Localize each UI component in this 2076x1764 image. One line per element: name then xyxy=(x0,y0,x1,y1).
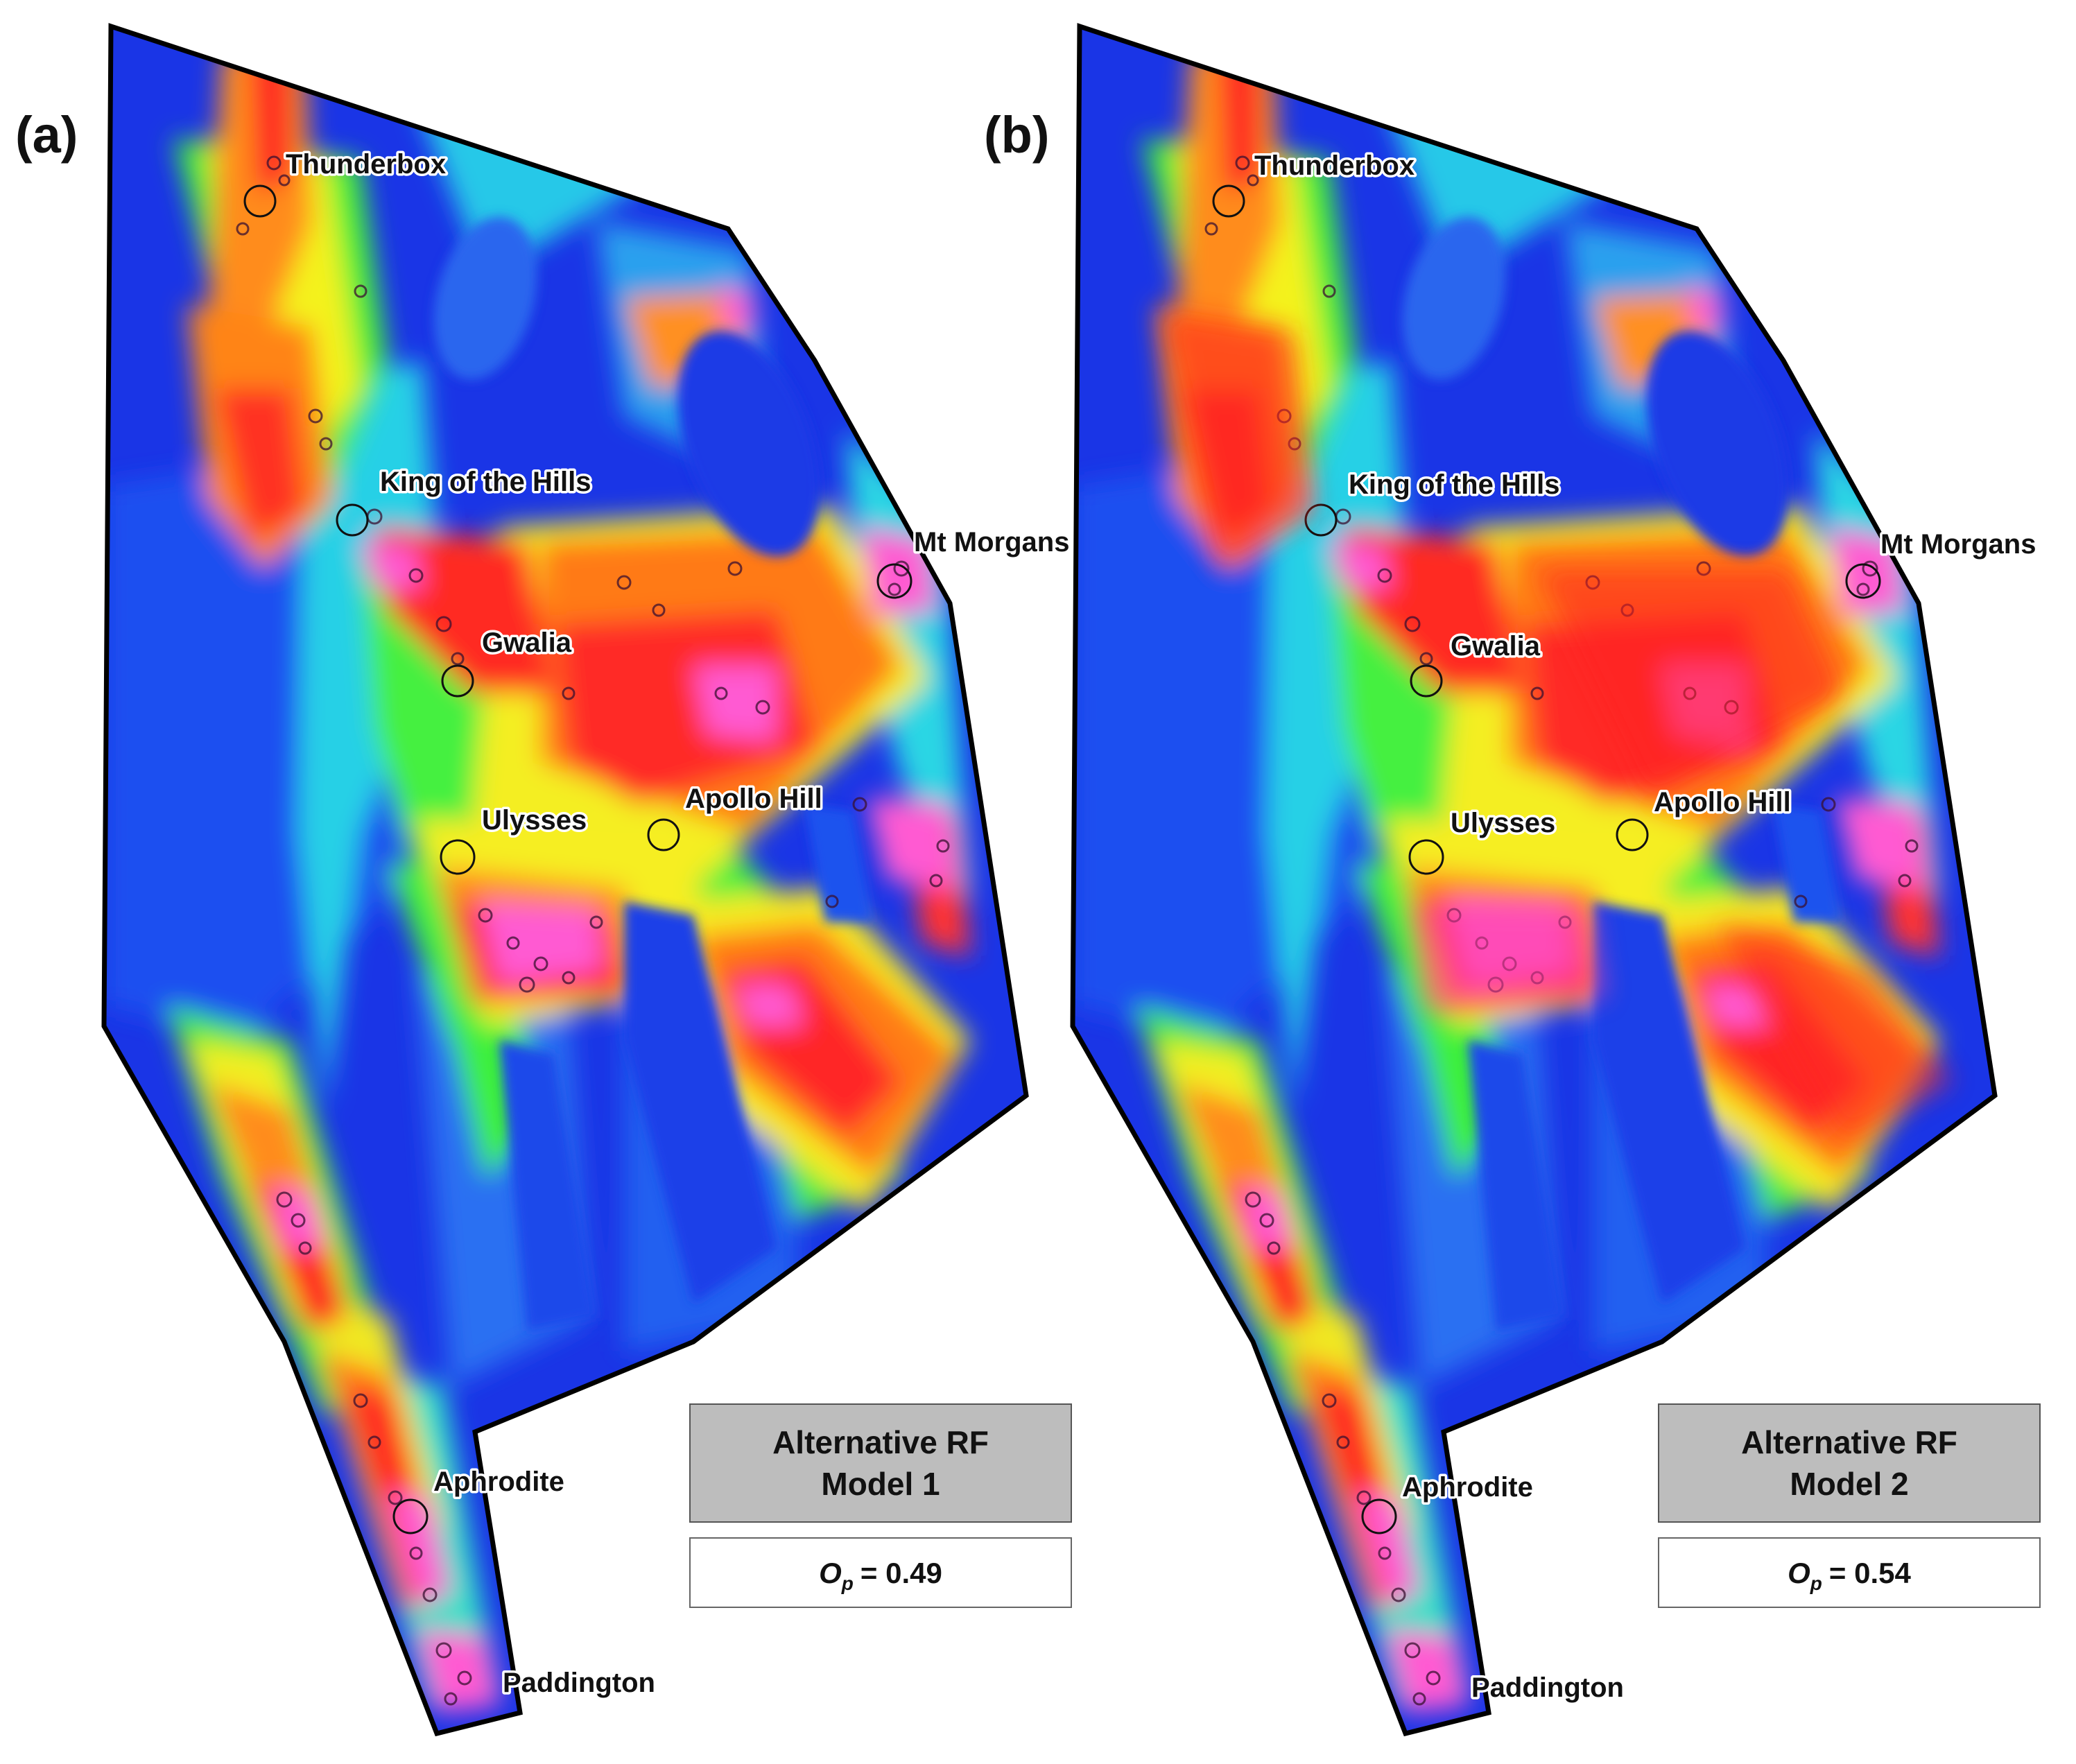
prospectivity-map-b xyxy=(1038,0,2043,1764)
model-title-line2: Model 1 xyxy=(821,1466,940,1502)
site-label-gwalia: Gwalia xyxy=(1451,631,1541,662)
panel-label: (a) xyxy=(15,106,78,164)
site-label-paddington: Paddington xyxy=(503,1668,655,1698)
model-title-line2: Model 2 xyxy=(1790,1466,1908,1502)
model-title-box-b: Alternative RF Model 2 xyxy=(1658,1403,2041,1523)
site-label-mt-morgans-b: Mt Morgans xyxy=(1880,529,2036,560)
site-label-aphrodite: Aphrodite xyxy=(433,1467,564,1497)
op-score: Op = 0.54 xyxy=(1788,1557,1911,1594)
site-label-paddington: Paddington xyxy=(1471,1672,1624,1703)
op-score-box-b: Op = 0.54 xyxy=(1658,1537,2041,1608)
study-area-outline-a xyxy=(101,23,1029,1737)
site-label-ulysses: Ulysses xyxy=(1451,808,1555,838)
site-label-apollo-hill: Apollo Hill xyxy=(685,784,822,814)
op-score-box-a: Op = 0.49 xyxy=(689,1537,1072,1608)
site-label-ulysses: Ulysses xyxy=(482,805,587,836)
site-label-gwalia: Gwalia xyxy=(482,628,572,658)
site-label-aphrodite: Aphrodite xyxy=(1402,1472,1533,1503)
site-label-thunderbox: Thunderbox xyxy=(286,149,446,180)
site-label-king-of-the-hills: King of the Hills xyxy=(380,467,591,497)
site-label-thunderbox: Thunderbox xyxy=(1254,150,1415,181)
panel-a: (a) Thunderbox King of the Hills Mt Morg… xyxy=(15,23,1072,1737)
site-label-apollo-hill: Apollo Hill xyxy=(1654,787,1791,818)
model-title-line1: Alternative RF xyxy=(1741,1424,1957,1460)
site-label-mt-morgans: Mt Morgans xyxy=(914,527,1069,557)
site-label-king-of-the-hills: King of the Hills xyxy=(1349,469,1559,500)
study-area-outline-b xyxy=(1070,23,1998,1737)
panel-label: (b) xyxy=(984,106,1050,164)
op-score: Op = 0.49 xyxy=(819,1557,942,1594)
panel-b: (b) Thunderbox King of the Hills Gwalia … xyxy=(984,0,2043,1764)
model-title-box-a: Alternative RF Model 1 xyxy=(689,1403,1072,1523)
model-title-line1: Alternative RF xyxy=(772,1424,989,1460)
